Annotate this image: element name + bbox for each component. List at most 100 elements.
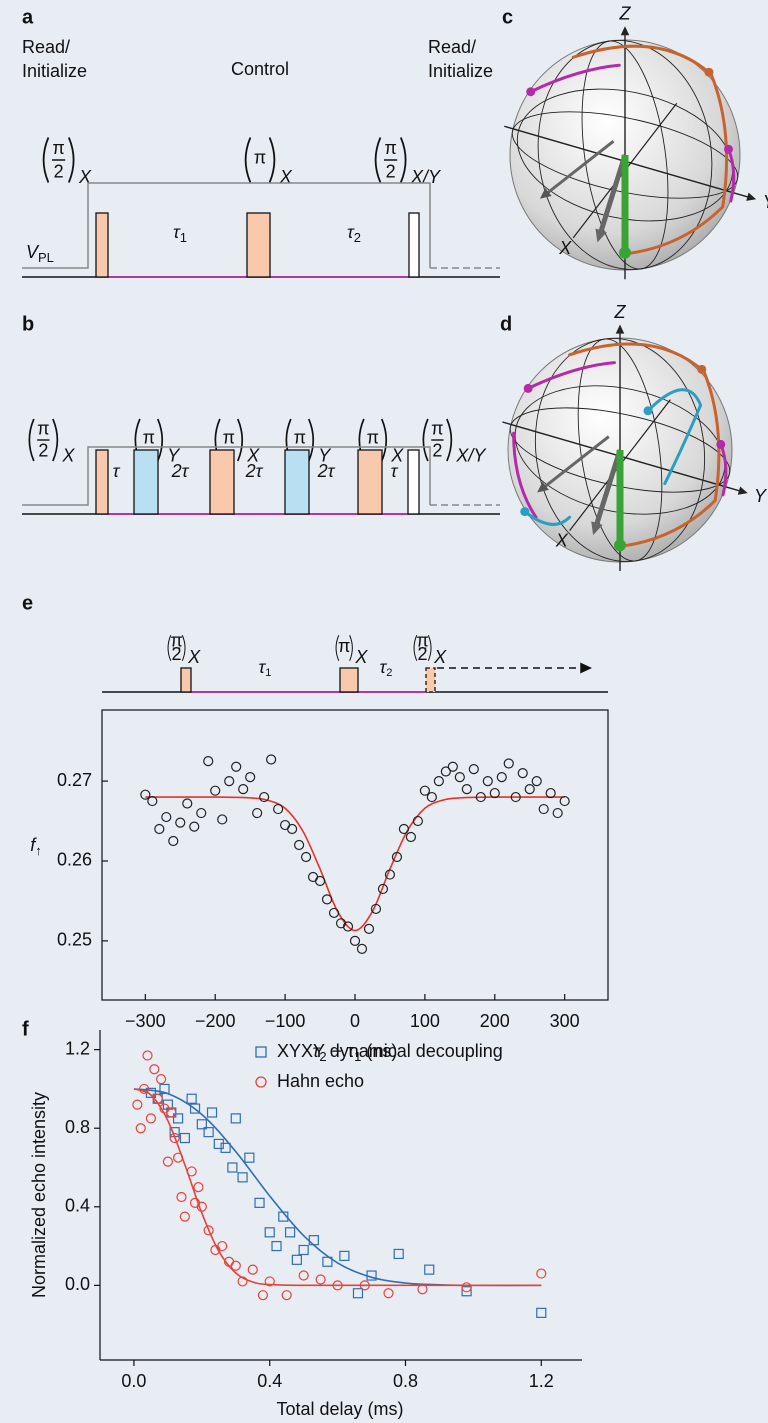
data-point (417, 1284, 428, 1295)
data-point (179, 1132, 190, 1144)
tau-label: τ2 (347, 222, 361, 246)
arrow-head (615, 324, 625, 334)
data-point (342, 921, 354, 932)
data-point (247, 1264, 258, 1275)
voltage-label: VPL (26, 242, 54, 266)
parenthesis (42, 137, 50, 183)
y-axis-label-subscript: ↑ (35, 843, 42, 858)
pulse-denominator: 2 (172, 644, 182, 664)
parenthesis (244, 137, 252, 183)
data-point (298, 1270, 309, 1281)
data-point (321, 894, 333, 905)
stage-label: Read/ (22, 37, 70, 57)
tau-label: 2τ (245, 461, 264, 481)
tau-label: 2τ (171, 461, 190, 481)
y-tick-label: 0.0 (65, 1274, 90, 1294)
pulse-denominator: 2 (418, 644, 428, 664)
pulse (339, 667, 359, 693)
data-point (314, 875, 326, 887)
data-point (166, 1107, 177, 1118)
x-axis-label-part: (ns) (361, 1041, 397, 1061)
trajectory-marker (643, 406, 653, 416)
data-point (552, 807, 563, 819)
data-point (135, 1123, 146, 1134)
data-point (545, 787, 556, 799)
tau-label-subscript: 1 (265, 667, 271, 679)
pulse (408, 212, 420, 278)
pulse-symbol: π (294, 427, 306, 447)
data-point (203, 1225, 214, 1236)
pulse (357, 449, 383, 515)
data-point (273, 803, 284, 815)
data-point (176, 1191, 187, 1203)
data-point (335, 918, 347, 929)
data-point (172, 1113, 184, 1124)
pulse-numerator: π (431, 419, 443, 439)
trajectory (529, 63, 621, 94)
axis-label: Y (763, 192, 768, 212)
data-point (278, 1211, 289, 1222)
pulse-denominator: 2 (54, 161, 64, 181)
data-point (398, 823, 410, 835)
data-point (254, 1197, 265, 1208)
tau-label: 2τ (317, 461, 336, 481)
panel-letter: f (22, 1018, 29, 1040)
parenthesis (28, 418, 35, 462)
data-point (252, 807, 263, 819)
data-point (161, 811, 172, 823)
data-point (244, 1152, 255, 1163)
axis-label: Z (614, 302, 627, 322)
x-axis-label-part: τ (313, 1041, 321, 1061)
data-point (454, 772, 465, 783)
data-point (264, 1227, 275, 1238)
axis-label: X (555, 531, 569, 551)
data-point (196, 1119, 207, 1130)
pulse (133, 449, 159, 515)
x-axis-label: Total delay (ms) (276, 1399, 403, 1419)
parenthesis (422, 418, 429, 462)
trajectory-marker (526, 87, 536, 97)
data-point (356, 943, 368, 954)
parenthesis (268, 137, 276, 183)
arrow-head (595, 228, 607, 243)
data-point (132, 1099, 143, 1110)
data-point (536, 1268, 547, 1279)
data-point (237, 1276, 248, 1287)
data-point (271, 1240, 282, 1252)
pulse (209, 449, 235, 515)
axis-label: Y (754, 486, 768, 506)
stage-label: Initialize (22, 61, 87, 81)
data-point (224, 776, 235, 787)
fit-curve (133, 1088, 542, 1287)
data-point (475, 791, 486, 803)
y-tick-label: 0.4 (65, 1196, 90, 1216)
data-point (147, 795, 158, 807)
arrow-head (746, 192, 757, 201)
parenthesis (427, 635, 432, 661)
vector-tip (614, 539, 626, 552)
pulse-numerator: π (37, 419, 49, 439)
parenthesis (67, 137, 75, 183)
parenthesis (399, 137, 407, 183)
pulse-denominator: 2 (386, 161, 396, 181)
y-axis (502, 421, 746, 494)
parenthesis (374, 137, 382, 183)
arrow-head (580, 662, 592, 674)
gate-voltage (22, 446, 431, 506)
data-point (536, 1307, 547, 1318)
pulse-axis: X (433, 647, 447, 667)
data-point (182, 798, 193, 809)
data-point (155, 1074, 167, 1085)
data-point (461, 1286, 472, 1297)
spin-vector (540, 435, 610, 491)
data-point (383, 1288, 394, 1299)
x-tick-label: 0.4 (257, 1371, 282, 1391)
pulse-axis: X (279, 167, 293, 187)
parenthesis (335, 635, 340, 661)
pulse-denominator: 2 (432, 441, 442, 461)
trajectory (526, 361, 616, 390)
spin-vector (597, 154, 628, 237)
pulse-symbol: π (254, 147, 266, 167)
data-point (468, 764, 479, 775)
trajectory-marker (697, 364, 707, 374)
